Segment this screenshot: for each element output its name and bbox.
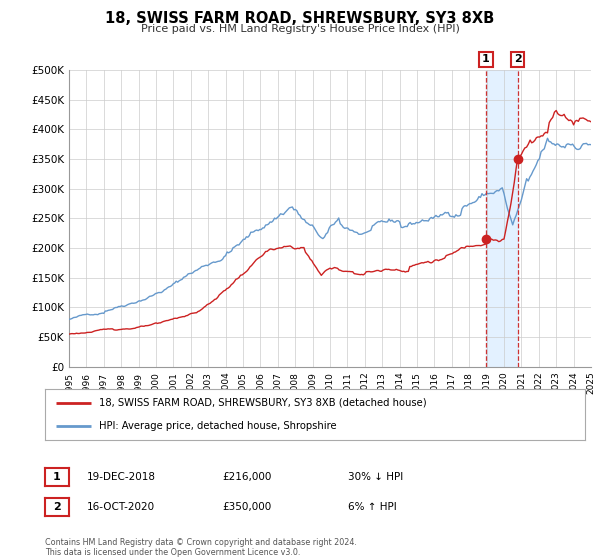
Text: Contains HM Land Registry data © Crown copyright and database right 2024.
This d: Contains HM Land Registry data © Crown c… (45, 538, 357, 557)
Text: 1: 1 (53, 472, 61, 482)
Text: £216,000: £216,000 (222, 472, 271, 482)
Text: 16-OCT-2020: 16-OCT-2020 (87, 502, 155, 512)
Text: £350,000: £350,000 (222, 502, 271, 512)
Text: 30% ↓ HPI: 30% ↓ HPI (348, 472, 403, 482)
Text: 19-DEC-2018: 19-DEC-2018 (87, 472, 156, 482)
Text: 1: 1 (482, 54, 490, 64)
Bar (486, 70, 518, 367)
Text: 2: 2 (514, 54, 521, 64)
Text: 18, SWISS FARM ROAD, SHREWSBURY, SY3 8XB: 18, SWISS FARM ROAD, SHREWSBURY, SY3 8XB (106, 11, 494, 26)
Text: 6% ↑ HPI: 6% ↑ HPI (348, 502, 397, 512)
Text: 18, SWISS FARM ROAD, SHREWSBURY, SY3 8XB (detached house): 18, SWISS FARM ROAD, SHREWSBURY, SY3 8XB… (99, 398, 427, 408)
Text: 2: 2 (53, 502, 61, 512)
Text: Price paid vs. HM Land Registry's House Price Index (HPI): Price paid vs. HM Land Registry's House … (140, 24, 460, 34)
Text: HPI: Average price, detached house, Shropshire: HPI: Average price, detached house, Shro… (99, 421, 337, 431)
